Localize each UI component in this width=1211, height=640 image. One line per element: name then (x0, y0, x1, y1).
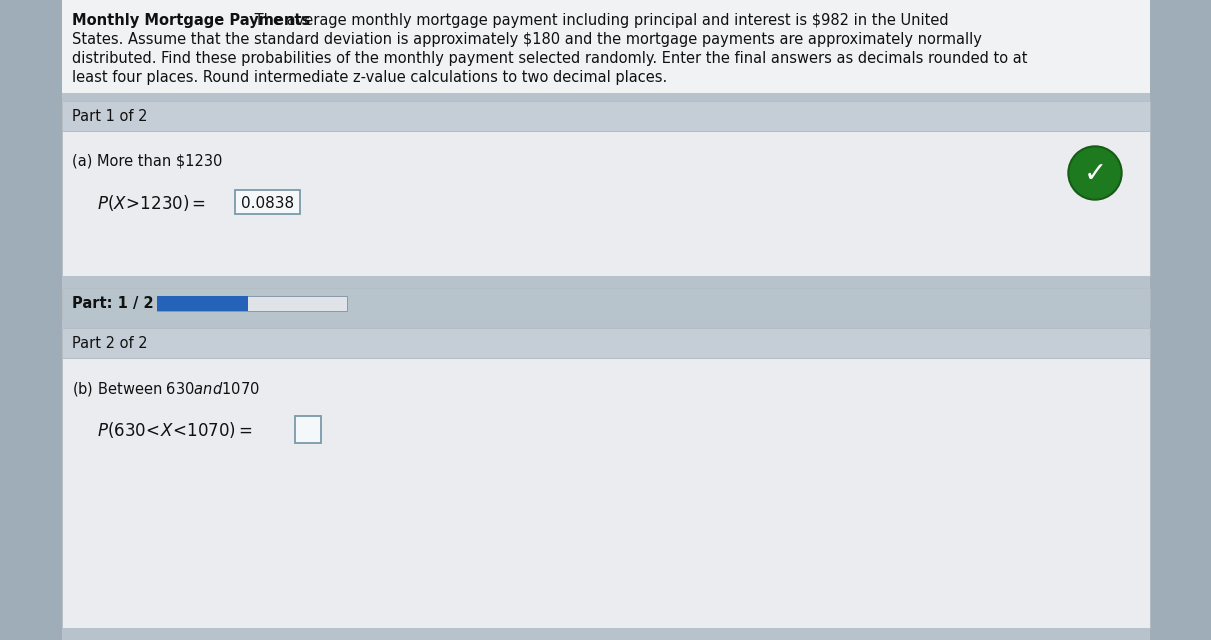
Circle shape (1071, 148, 1120, 198)
FancyBboxPatch shape (157, 296, 248, 311)
FancyBboxPatch shape (295, 416, 321, 443)
FancyBboxPatch shape (62, 320, 1150, 328)
Text: Part 2 of 2: Part 2 of 2 (71, 336, 148, 351)
FancyBboxPatch shape (157, 296, 348, 311)
Text: Part: 1 / 2: Part: 1 / 2 (71, 296, 154, 311)
Text: $P(X\!>\!1230)=$: $P(X\!>\!1230)=$ (97, 193, 206, 213)
Text: Monthly Mortgage Payments: Monthly Mortgage Payments (71, 13, 310, 28)
Text: $P(630\!<\!X\!<\!1070)=$: $P(630\!<\!X\!<\!1070)=$ (97, 420, 253, 440)
FancyBboxPatch shape (62, 101, 1150, 131)
Text: distributed. Find these probabilities of the monthly payment selected randomly. : distributed. Find these probabilities of… (71, 51, 1027, 66)
Text: States. Assume that the standard deviation is approximately $180 and the mortgag: States. Assume that the standard deviati… (71, 32, 982, 47)
FancyBboxPatch shape (62, 0, 1150, 640)
FancyBboxPatch shape (62, 131, 1150, 276)
Circle shape (1068, 146, 1123, 200)
Text: ✓: ✓ (1084, 160, 1107, 188)
Text: 0.0838: 0.0838 (241, 195, 294, 211)
FancyBboxPatch shape (62, 628, 1150, 640)
FancyBboxPatch shape (62, 328, 1150, 358)
FancyBboxPatch shape (62, 93, 1150, 101)
FancyBboxPatch shape (62, 358, 1150, 628)
Text: Part 1 of 2: Part 1 of 2 (71, 109, 148, 124)
FancyBboxPatch shape (235, 190, 300, 214)
Text: least four places. Round intermediate z-value calculations to two decimal places: least four places. Round intermediate z-… (71, 70, 667, 85)
Text: The average monthly mortgage payment including principal and interest is $982 in: The average monthly mortgage payment inc… (249, 13, 948, 28)
Text: (a) More than $1230: (a) More than $1230 (71, 153, 223, 168)
FancyBboxPatch shape (62, 276, 1150, 288)
FancyBboxPatch shape (62, 288, 1150, 320)
Text: (b) Between $630 and $1070: (b) Between $630 and $1070 (71, 380, 259, 398)
